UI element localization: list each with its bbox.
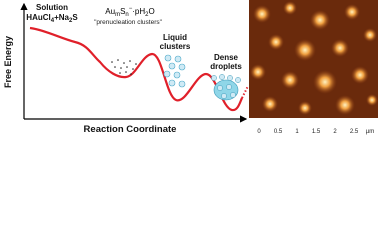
dense-droplets — [211, 74, 241, 101]
stage-caption: "prenucleation clusters" — [94, 19, 163, 26]
energy-curve-tail — [241, 85, 249, 99]
formula-part: O — [149, 7, 155, 16]
formula-sub: 2 — [145, 12, 149, 18]
afm-image — [249, 0, 378, 118]
afm-tick-label: 2.5 — [350, 129, 359, 135]
formula-sup: − — [129, 6, 133, 12]
afm-tick-label: 1.5 — [312, 129, 321, 135]
stage-title: droplets — [210, 62, 242, 71]
formula-part: HAuCl — [26, 13, 50, 22]
formula-sub: m — [115, 12, 120, 18]
stage-title: Solution — [36, 3, 68, 12]
formula-part: S — [72, 13, 78, 22]
liquid-clusters — [163, 54, 186, 88]
formula-sub: 2 — [69, 18, 73, 24]
formula-part: +Na — [54, 13, 69, 22]
page: Free Energy Reaction Coordinate Solution… — [3, 0, 378, 135]
prenucleation-dots — [111, 59, 137, 75]
formula-part: ·pH — [132, 7, 145, 16]
formula-part: S — [120, 7, 125, 16]
energy-curve — [29, 26, 243, 112]
stage-formula: HAuCl4+Na2S — [26, 13, 78, 24]
figure: Free Energy Reaction Coordinate Solution… — [3, 0, 378, 135]
y-axis-label: Free Energy — [3, 36, 13, 88]
formula-sub: n — [125, 12, 128, 18]
stage-title: Liquid — [163, 33, 187, 42]
formula-part: Au — [105, 7, 115, 16]
afm-tick-label: 2 — [333, 129, 337, 135]
afm-tick-label: 0.5 — [274, 129, 283, 135]
afm-tick-label: 1 — [295, 129, 299, 135]
afm-unit: µm — [366, 129, 374, 135]
x-axis-label: Reaction Coordinate — [84, 124, 177, 135]
stage-formula: AumSn−·pH2O — [105, 6, 154, 18]
afm-axis: 0 0.5 1 1.5 2 2.5 µm — [257, 129, 374, 135]
stage-title: clusters — [160, 42, 191, 51]
formula-sub: 4 — [51, 18, 55, 24]
afm-tick-label: 0 — [257, 129, 261, 135]
stage-title: Dense — [214, 53, 239, 62]
